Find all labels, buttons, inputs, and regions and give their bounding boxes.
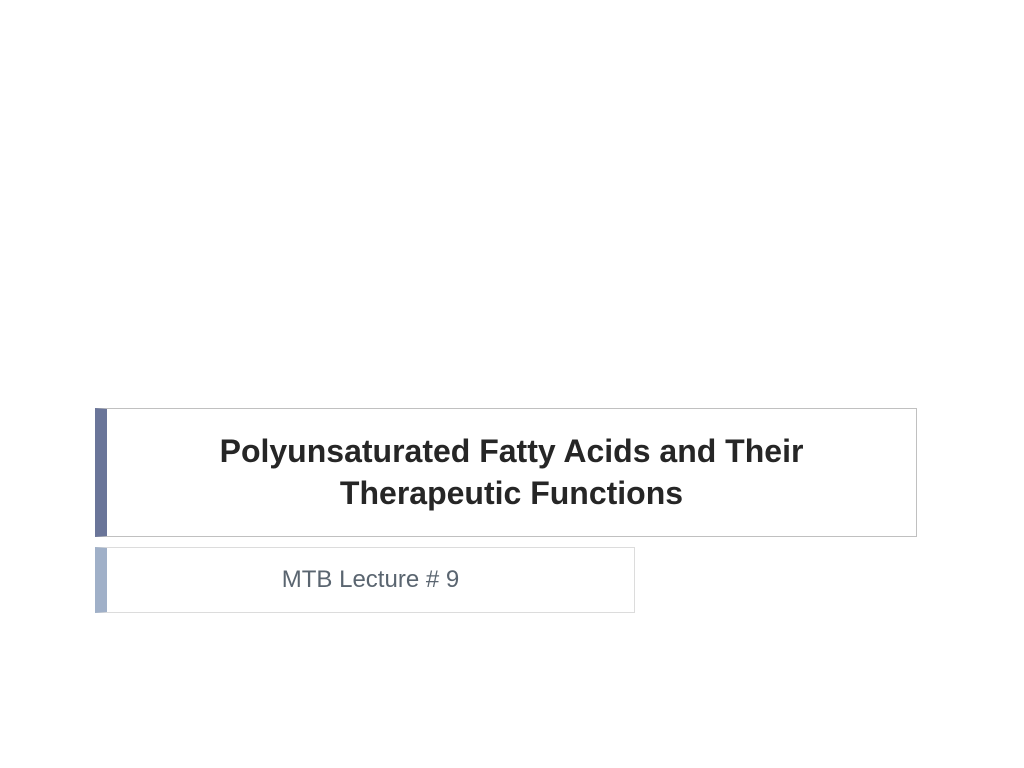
title-box: Polyunsaturated Fatty Acids and Their Th…	[95, 408, 917, 537]
slide-container: Polyunsaturated Fatty Acids and Their Th…	[95, 408, 917, 613]
slide-subtitle: MTB Lecture # 9	[137, 566, 604, 594]
subtitle-box: MTB Lecture # 9	[95, 547, 635, 613]
slide-title: Polyunsaturated Fatty Acids and Their Th…	[137, 431, 886, 514]
